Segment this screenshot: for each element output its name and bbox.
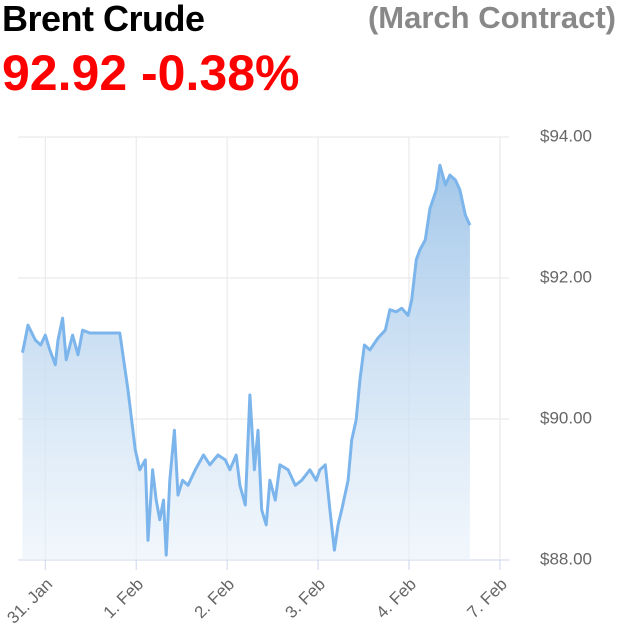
y-tick-label: $92.00 [540, 267, 592, 286]
x-tick-label: 1. Feb [100, 575, 148, 623]
x-tick-label: 4. Feb [372, 575, 420, 623]
y-tick-label: $88.00 [540, 549, 592, 568]
y-tick-label: $94.00 [540, 126, 592, 145]
x-tick-label: 7. Feb [463, 575, 511, 623]
x-tick-label: 2. Feb [191, 575, 239, 623]
change: -0.38% [141, 45, 300, 101]
x-tick-label: 3. Feb [282, 575, 330, 623]
y-tick-label: $90.00 [540, 408, 592, 427]
line [21, 163, 472, 557]
x-tick-label: 31. Jan [3, 575, 56, 628]
chart-title: Brent Crude [2, 0, 205, 39]
chart-subtitle: (March Contract) [367, 0, 616, 35]
price: 92.92 [2, 45, 128, 101]
quote: 92.92 -0.38% [2, 44, 299, 102]
area [22, 165, 470, 560]
